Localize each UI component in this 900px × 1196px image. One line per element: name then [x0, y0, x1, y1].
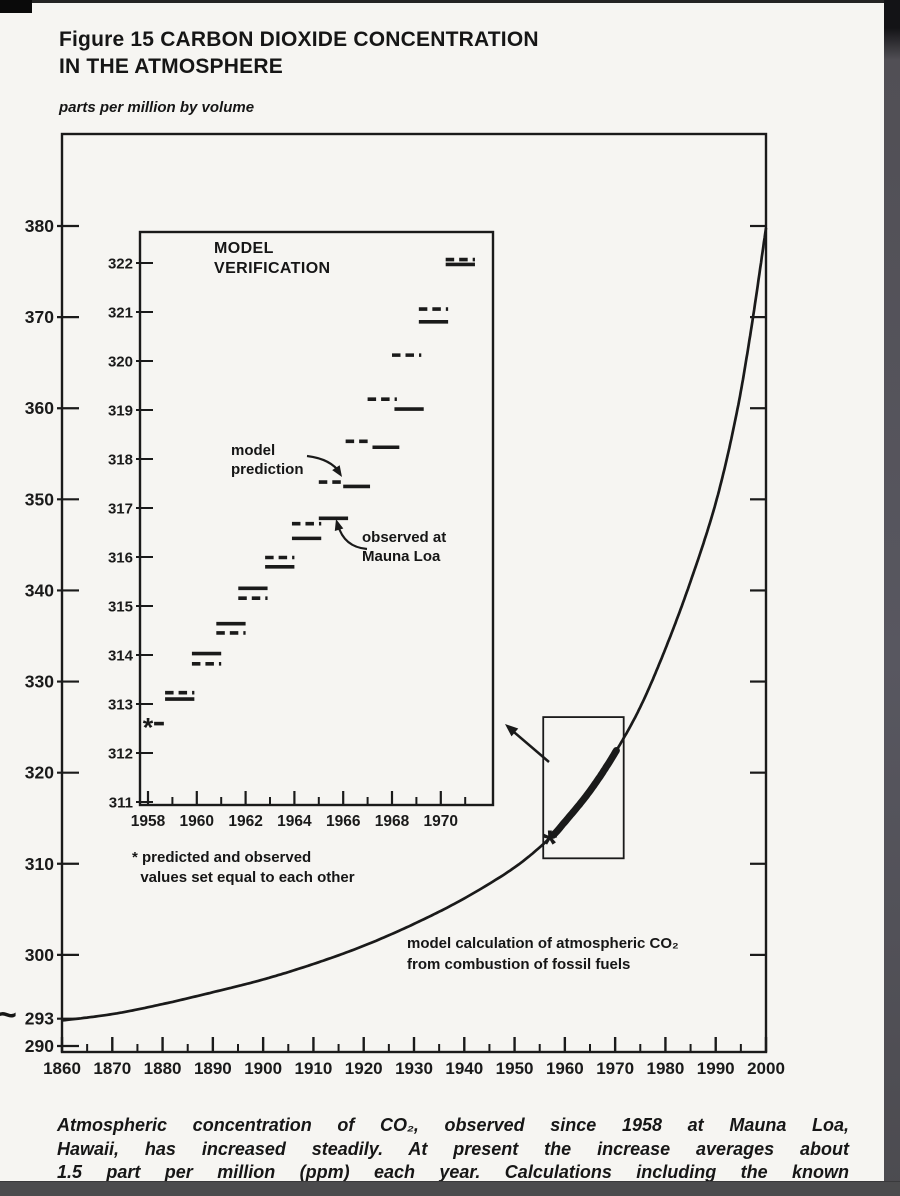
- inset-y-tick-label: 319: [108, 403, 133, 420]
- observed-mauna-loa-label: observed at Mauna Loa: [362, 529, 447, 566]
- x-axis-tick-label: 1930: [395, 1059, 433, 1078]
- inset-y-tick-label: 312: [108, 746, 133, 763]
- x-axis-tick-label: 1920: [345, 1059, 383, 1078]
- inset-asterisk: *: [143, 713, 154, 743]
- x-axis-tick-label: 1870: [93, 1059, 131, 1078]
- inset-y-tick-label: 321: [108, 305, 133, 322]
- y-axis-tick-label: 320: [25, 763, 54, 783]
- x-axis-tick-label: 1940: [445, 1059, 483, 1078]
- inset-x-tick-label: 1966: [326, 813, 361, 830]
- x-axis-tick-label: 1970: [596, 1059, 634, 1078]
- inset-y-tick-label: 317: [108, 501, 133, 518]
- arrowhead: [505, 724, 519, 737]
- y-axis-tick-label: 370: [25, 307, 54, 327]
- inset-y-tick-label: 322: [108, 256, 133, 273]
- x-axis-tick-label: 1990: [697, 1059, 735, 1078]
- scan-bottom-bar: [0, 1181, 900, 1196]
- y-axis-tick-label: 350: [25, 489, 54, 509]
- x-axis-tick-label: 1890: [194, 1059, 232, 1078]
- y-axis-tick-label: 360: [25, 398, 54, 418]
- x-axis-tick-label: 1960: [546, 1059, 584, 1078]
- inset-x-tick-label: 1964: [277, 813, 312, 830]
- inset-y-tick-label: 315: [108, 599, 133, 616]
- inset-y-tick-label: 320: [108, 354, 133, 371]
- inset-link-box: [542, 716, 625, 860]
- arrowhead: [334, 519, 344, 531]
- inset-x-tick-label: 1970: [424, 813, 458, 830]
- inset-x-tick-label: 1962: [228, 813, 262, 830]
- main-curve-asterisk: *: [542, 823, 557, 865]
- x-axis-tick-label: 1980: [647, 1059, 685, 1078]
- y-axis-tick-label: 290: [25, 1036, 54, 1056]
- model-prediction-label: model prediction: [231, 442, 304, 479]
- x-axis-tick-label: 1860: [43, 1059, 81, 1078]
- y-axis-tick-label: 340: [25, 580, 54, 600]
- observed-bold-segment: [549, 747, 620, 839]
- model-calculation-label: model calculation of atmospheric CO₂ fro…: [407, 935, 679, 973]
- y-axis-tick-label: 300: [25, 945, 54, 965]
- y-axis-tick-label: 293: [25, 1009, 54, 1029]
- figure-caption: Atmospheric concentration of CO₂, observ…: [57, 1114, 849, 1185]
- x-axis-tick-label: 1950: [496, 1059, 534, 1078]
- y-axis-tick-label: 330: [25, 672, 54, 692]
- arrowhead: [332, 465, 342, 477]
- x-axis-tick-label: 1900: [244, 1059, 282, 1078]
- inset-x-tick-label: 1968: [375, 813, 410, 830]
- inset-plot-frame: [138, 230, 495, 807]
- x-axis-tick-label: 1910: [295, 1059, 333, 1078]
- inset-y-tick-label: 318: [108, 452, 133, 469]
- inset-y-tick-label: 311: [109, 795, 133, 812]
- figure-title: Figure 15 CARBON DIOXIDE CONCENTRATION I…: [59, 28, 539, 78]
- inset-x-tick-label: 1960: [180, 813, 214, 830]
- axis-break-mark: ~: [0, 996, 17, 1034]
- y-axis-units-label: parts per million by volume: [59, 99, 255, 116]
- inset-link-arrow: [507, 726, 550, 763]
- caption-line: Hawaii, has increased steadily. At prese…: [57, 1138, 849, 1159]
- inset-y-tick-label: 313: [108, 697, 133, 714]
- asterisk-footnote: * predicted and observed values set equa…: [132, 849, 355, 887]
- scan-corner-mark: [0, 0, 32, 13]
- co2-model-curve: [61, 227, 768, 1022]
- caption-line: Atmospheric concentration of CO₂, observ…: [57, 1115, 849, 1135]
- inset-x-tick-label: 1958: [131, 813, 166, 830]
- caption-line: 1.5 part per million (ppm) each year. Ca…: [57, 1162, 849, 1182]
- y-axis-tick-label: 310: [25, 854, 54, 874]
- inset-title: MODEL VERIFICATION: [214, 240, 331, 277]
- scan-top-edge: [0, 0, 884, 3]
- inset-y-tick-label: 316: [108, 550, 133, 567]
- inset-y-tick-label: 314: [108, 648, 134, 665]
- scan-right-band: [884, 0, 900, 1196]
- y-axis-tick-label: 380: [25, 216, 54, 236]
- x-axis-tick-label: 1880: [144, 1059, 182, 1078]
- x-axis-tick-label: 2000: [747, 1059, 785, 1078]
